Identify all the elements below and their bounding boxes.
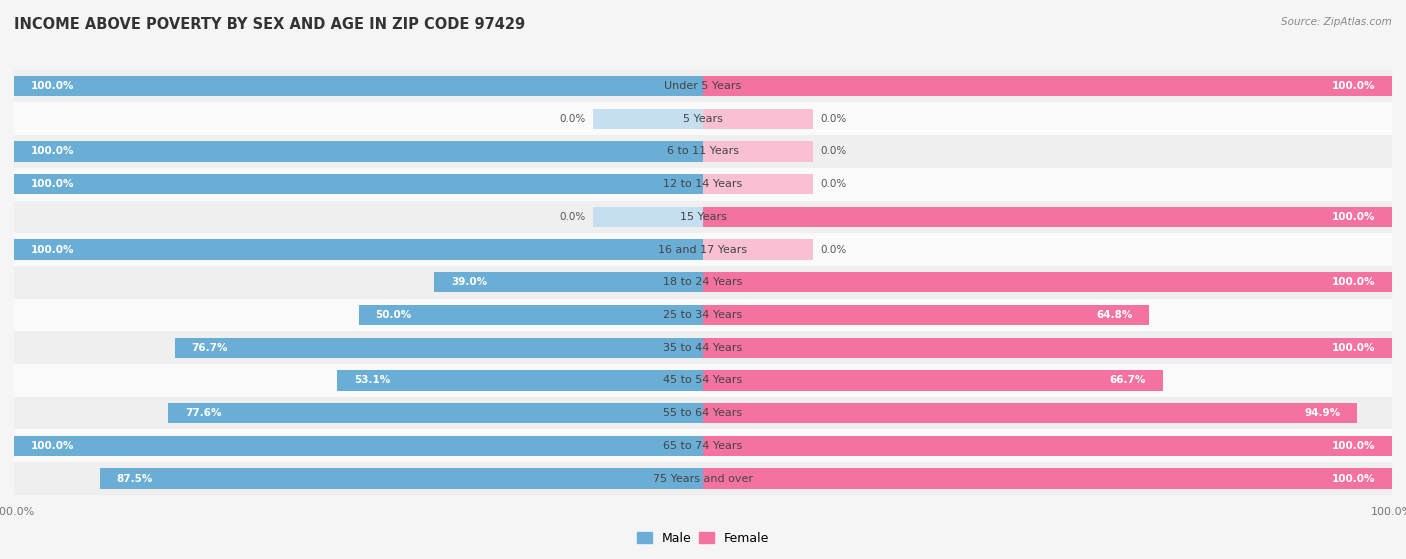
Text: 39.0%: 39.0% xyxy=(451,277,486,287)
Bar xyxy=(14,201,1392,233)
Bar xyxy=(14,102,1392,135)
Bar xyxy=(359,305,703,325)
Text: 87.5%: 87.5% xyxy=(117,473,153,484)
Bar xyxy=(14,233,1392,266)
Bar xyxy=(703,174,813,195)
Text: 55 to 64 Years: 55 to 64 Years xyxy=(664,408,742,418)
Text: 50.0%: 50.0% xyxy=(375,310,412,320)
Bar xyxy=(14,239,703,260)
Text: 65 to 74 Years: 65 to 74 Years xyxy=(664,441,742,451)
Text: 0.0%: 0.0% xyxy=(560,113,586,124)
Bar xyxy=(703,338,1392,358)
Bar xyxy=(703,108,813,129)
Text: 0.0%: 0.0% xyxy=(820,146,846,157)
Bar xyxy=(14,70,1392,102)
Text: 100.0%: 100.0% xyxy=(1331,473,1375,484)
Bar xyxy=(174,338,703,358)
Bar xyxy=(703,76,1392,96)
Bar xyxy=(100,468,703,489)
Text: 15 Years: 15 Years xyxy=(679,212,727,222)
Text: 45 to 54 Years: 45 to 54 Years xyxy=(664,376,742,386)
Text: 16 and 17 Years: 16 and 17 Years xyxy=(658,245,748,254)
Text: 0.0%: 0.0% xyxy=(820,245,846,254)
Bar xyxy=(14,331,1392,364)
Bar xyxy=(703,468,1392,489)
Text: 100.0%: 100.0% xyxy=(31,179,75,189)
Bar xyxy=(14,76,703,96)
Text: 0.0%: 0.0% xyxy=(820,179,846,189)
Bar xyxy=(703,435,1392,456)
Legend: Male, Female: Male, Female xyxy=(631,527,775,550)
Bar xyxy=(14,435,703,456)
Bar xyxy=(14,462,1392,495)
Text: 76.7%: 76.7% xyxy=(191,343,228,353)
Text: Under 5 Years: Under 5 Years xyxy=(665,81,741,91)
Bar xyxy=(14,174,703,195)
Text: 100.0%: 100.0% xyxy=(31,441,75,451)
Text: 0.0%: 0.0% xyxy=(560,212,586,222)
Bar xyxy=(703,207,1392,227)
Bar xyxy=(703,272,1392,292)
Text: 100.0%: 100.0% xyxy=(31,81,75,91)
Text: 5 Years: 5 Years xyxy=(683,113,723,124)
Bar xyxy=(703,239,813,260)
Text: 75 Years and over: 75 Years and over xyxy=(652,473,754,484)
Text: 100.0%: 100.0% xyxy=(1331,277,1375,287)
Text: 100.0%: 100.0% xyxy=(1331,441,1375,451)
Text: 94.9%: 94.9% xyxy=(1305,408,1340,418)
Bar xyxy=(593,207,703,227)
Bar xyxy=(703,370,1163,391)
Text: 25 to 34 Years: 25 to 34 Years xyxy=(664,310,742,320)
Bar xyxy=(14,364,1392,397)
Text: 66.7%: 66.7% xyxy=(1109,376,1146,386)
Text: 12 to 14 Years: 12 to 14 Years xyxy=(664,179,742,189)
Bar xyxy=(703,141,813,162)
Bar xyxy=(703,403,1357,423)
Bar xyxy=(14,266,1392,299)
Bar xyxy=(434,272,703,292)
Text: 6 to 11 Years: 6 to 11 Years xyxy=(666,146,740,157)
Text: 100.0%: 100.0% xyxy=(31,146,75,157)
Text: 0.0%: 0.0% xyxy=(820,113,846,124)
Text: INCOME ABOVE POVERTY BY SEX AND AGE IN ZIP CODE 97429: INCOME ABOVE POVERTY BY SEX AND AGE IN Z… xyxy=(14,17,526,32)
Text: 77.6%: 77.6% xyxy=(186,408,221,418)
Text: 53.1%: 53.1% xyxy=(354,376,389,386)
Bar xyxy=(14,135,1392,168)
Bar xyxy=(337,370,703,391)
Text: 100.0%: 100.0% xyxy=(1331,212,1375,222)
Bar xyxy=(593,108,703,129)
Bar xyxy=(14,397,1392,429)
Bar xyxy=(14,429,1392,462)
Bar xyxy=(169,403,703,423)
Text: 100.0%: 100.0% xyxy=(1331,81,1375,91)
Text: 64.8%: 64.8% xyxy=(1097,310,1133,320)
Text: Source: ZipAtlas.com: Source: ZipAtlas.com xyxy=(1281,17,1392,27)
Bar xyxy=(703,305,1150,325)
Text: 18 to 24 Years: 18 to 24 Years xyxy=(664,277,742,287)
Bar xyxy=(14,141,703,162)
Bar xyxy=(14,168,1392,201)
Text: 100.0%: 100.0% xyxy=(31,245,75,254)
Text: 35 to 44 Years: 35 to 44 Years xyxy=(664,343,742,353)
Bar xyxy=(14,299,1392,331)
Text: 100.0%: 100.0% xyxy=(1331,343,1375,353)
